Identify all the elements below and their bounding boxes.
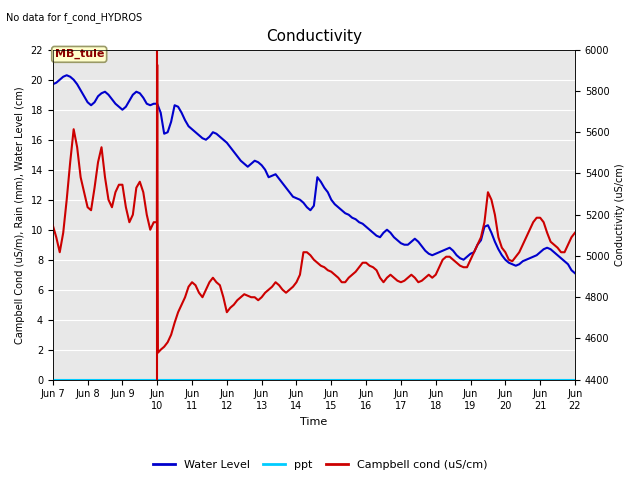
Y-axis label: Conductivity (uS/cm): Conductivity (uS/cm) (615, 163, 625, 266)
X-axis label: Time: Time (300, 417, 328, 427)
Text: No data for f_cond_HYDROS: No data for f_cond_HYDROS (6, 12, 143, 23)
Y-axis label: Campbell Cond (uS/m), Rain (mm), Water Level (cm): Campbell Cond (uS/m), Rain (mm), Water L… (15, 86, 25, 344)
Title: Conductivity: Conductivity (266, 29, 362, 44)
Text: MB_tule: MB_tule (54, 49, 104, 60)
Legend: Water Level, ppt, Campbell cond (uS/cm): Water Level, ppt, Campbell cond (uS/cm) (148, 456, 492, 474)
